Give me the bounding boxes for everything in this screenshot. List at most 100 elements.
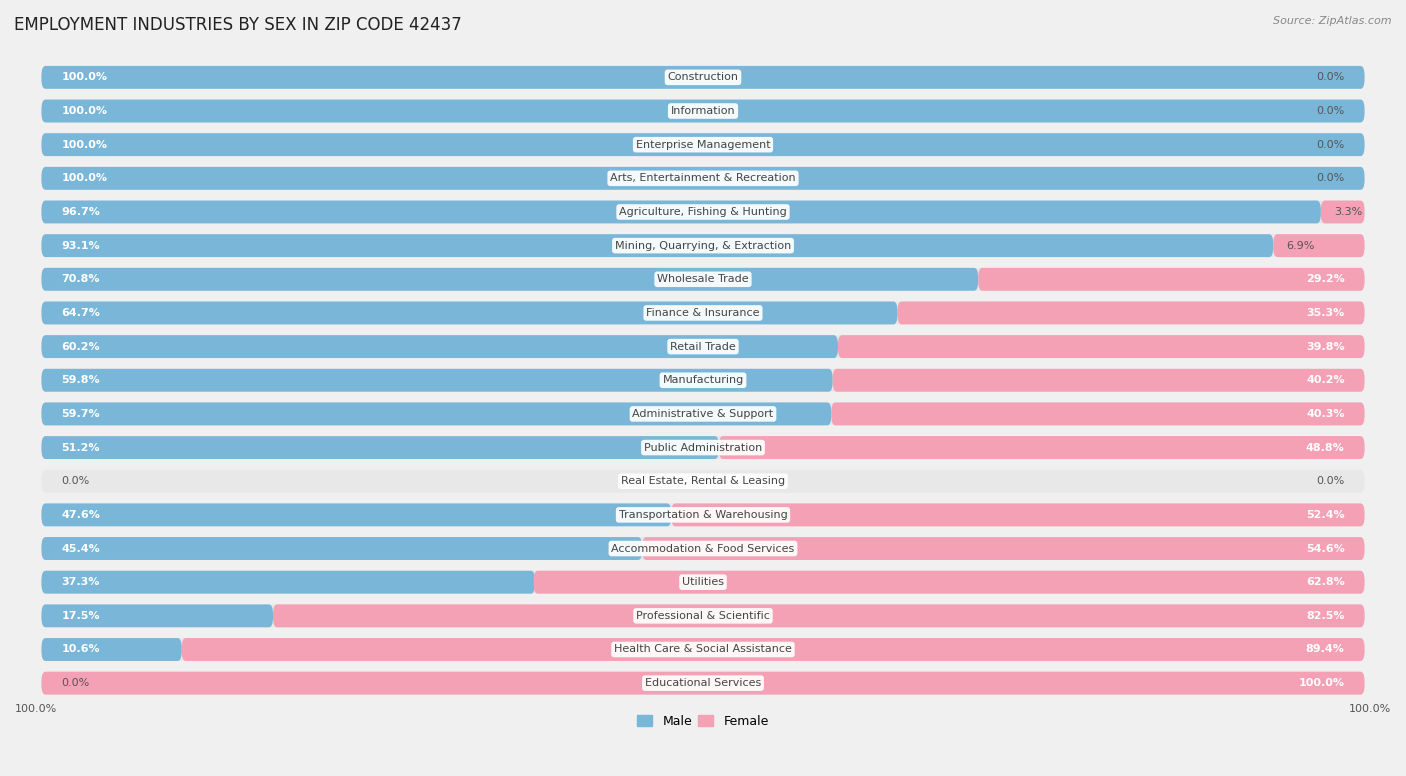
Text: Arts, Entertainment & Recreation: Arts, Entertainment & Recreation xyxy=(610,173,796,183)
FancyBboxPatch shape xyxy=(41,504,671,526)
Text: 35.3%: 35.3% xyxy=(1306,308,1344,318)
Text: 100.0%: 100.0% xyxy=(15,704,58,714)
Text: 29.2%: 29.2% xyxy=(1306,274,1344,284)
FancyBboxPatch shape xyxy=(41,537,643,560)
Text: Professional & Scientific: Professional & Scientific xyxy=(636,611,770,621)
FancyBboxPatch shape xyxy=(897,302,1365,324)
Text: 0.0%: 0.0% xyxy=(1316,106,1344,116)
Text: Enterprise Management: Enterprise Management xyxy=(636,140,770,150)
Legend: Male, Female: Male, Female xyxy=(633,710,773,733)
FancyBboxPatch shape xyxy=(41,605,273,627)
Text: 89.4%: 89.4% xyxy=(1306,645,1344,654)
FancyBboxPatch shape xyxy=(643,537,1365,560)
Text: Information: Information xyxy=(671,106,735,116)
Text: Utilities: Utilities xyxy=(682,577,724,587)
Text: 96.7%: 96.7% xyxy=(62,207,100,217)
Text: Mining, Quarrying, & Extraction: Mining, Quarrying, & Extraction xyxy=(614,241,792,251)
FancyBboxPatch shape xyxy=(41,234,1274,257)
Text: Educational Services: Educational Services xyxy=(645,678,761,688)
Text: 37.3%: 37.3% xyxy=(62,577,100,587)
Text: Finance & Insurance: Finance & Insurance xyxy=(647,308,759,318)
FancyBboxPatch shape xyxy=(41,570,534,594)
Text: Public Administration: Public Administration xyxy=(644,442,762,452)
Text: 47.6%: 47.6% xyxy=(62,510,100,520)
FancyBboxPatch shape xyxy=(181,638,1365,661)
FancyBboxPatch shape xyxy=(41,133,1365,156)
Text: 3.3%: 3.3% xyxy=(1334,207,1362,217)
Text: 59.8%: 59.8% xyxy=(62,376,100,385)
Text: 45.4%: 45.4% xyxy=(62,543,100,553)
FancyBboxPatch shape xyxy=(41,335,1365,358)
FancyBboxPatch shape xyxy=(41,403,1365,425)
FancyBboxPatch shape xyxy=(831,403,1365,425)
Text: Health Care & Social Assistance: Health Care & Social Assistance xyxy=(614,645,792,654)
Text: 0.0%: 0.0% xyxy=(1316,476,1344,487)
FancyBboxPatch shape xyxy=(41,66,1365,88)
FancyBboxPatch shape xyxy=(41,605,1365,627)
FancyBboxPatch shape xyxy=(41,504,1365,526)
FancyBboxPatch shape xyxy=(41,469,1365,493)
Text: 59.7%: 59.7% xyxy=(62,409,100,419)
Text: 0.0%: 0.0% xyxy=(1316,140,1344,150)
FancyBboxPatch shape xyxy=(41,200,1320,223)
FancyBboxPatch shape xyxy=(41,638,1365,661)
Text: 0.0%: 0.0% xyxy=(62,678,90,688)
Text: 17.5%: 17.5% xyxy=(62,611,100,621)
FancyBboxPatch shape xyxy=(41,167,1365,190)
Text: Wholesale Trade: Wholesale Trade xyxy=(657,274,749,284)
FancyBboxPatch shape xyxy=(41,436,718,459)
FancyBboxPatch shape xyxy=(41,268,979,291)
Text: 54.6%: 54.6% xyxy=(1306,543,1344,553)
Text: 6.9%: 6.9% xyxy=(1286,241,1315,251)
FancyBboxPatch shape xyxy=(41,369,1365,392)
Text: 100.0%: 100.0% xyxy=(62,140,107,150)
Text: 64.7%: 64.7% xyxy=(62,308,100,318)
FancyBboxPatch shape xyxy=(718,436,1365,459)
FancyBboxPatch shape xyxy=(41,369,832,392)
Text: 93.1%: 93.1% xyxy=(62,241,100,251)
FancyBboxPatch shape xyxy=(41,302,1365,324)
Text: 0.0%: 0.0% xyxy=(62,476,90,487)
Text: Transportation & Warehousing: Transportation & Warehousing xyxy=(619,510,787,520)
FancyBboxPatch shape xyxy=(273,605,1365,627)
Text: 51.2%: 51.2% xyxy=(62,442,100,452)
Text: 52.4%: 52.4% xyxy=(1306,510,1344,520)
FancyBboxPatch shape xyxy=(41,335,838,358)
Text: Administrative & Support: Administrative & Support xyxy=(633,409,773,419)
FancyBboxPatch shape xyxy=(41,66,1365,88)
FancyBboxPatch shape xyxy=(979,268,1365,291)
FancyBboxPatch shape xyxy=(41,672,1365,695)
Text: Manufacturing: Manufacturing xyxy=(662,376,744,385)
Text: 62.8%: 62.8% xyxy=(1306,577,1344,587)
Text: 100.0%: 100.0% xyxy=(62,173,107,183)
FancyBboxPatch shape xyxy=(671,504,1365,526)
FancyBboxPatch shape xyxy=(41,200,1365,223)
Text: 82.5%: 82.5% xyxy=(1306,611,1344,621)
Text: 100.0%: 100.0% xyxy=(62,72,107,82)
FancyBboxPatch shape xyxy=(41,302,897,324)
FancyBboxPatch shape xyxy=(41,99,1365,123)
FancyBboxPatch shape xyxy=(838,335,1365,358)
FancyBboxPatch shape xyxy=(41,133,1365,156)
FancyBboxPatch shape xyxy=(41,234,1365,257)
Text: Real Estate, Rental & Leasing: Real Estate, Rental & Leasing xyxy=(621,476,785,487)
Text: 40.2%: 40.2% xyxy=(1306,376,1344,385)
FancyBboxPatch shape xyxy=(41,638,181,661)
FancyBboxPatch shape xyxy=(41,672,1365,695)
Text: 40.3%: 40.3% xyxy=(1306,409,1344,419)
Text: Retail Trade: Retail Trade xyxy=(671,341,735,352)
Text: Source: ZipAtlas.com: Source: ZipAtlas.com xyxy=(1274,16,1392,26)
Text: Agriculture, Fishing & Hunting: Agriculture, Fishing & Hunting xyxy=(619,207,787,217)
FancyBboxPatch shape xyxy=(832,369,1365,392)
FancyBboxPatch shape xyxy=(1320,200,1365,223)
Text: 0.0%: 0.0% xyxy=(1316,72,1344,82)
FancyBboxPatch shape xyxy=(41,537,1365,560)
Text: 100.0%: 100.0% xyxy=(1299,678,1344,688)
FancyBboxPatch shape xyxy=(41,403,831,425)
Text: 39.8%: 39.8% xyxy=(1306,341,1344,352)
Text: 10.6%: 10.6% xyxy=(62,645,100,654)
Text: 48.8%: 48.8% xyxy=(1306,442,1344,452)
FancyBboxPatch shape xyxy=(41,268,1365,291)
Text: 70.8%: 70.8% xyxy=(62,274,100,284)
Text: Construction: Construction xyxy=(668,72,738,82)
